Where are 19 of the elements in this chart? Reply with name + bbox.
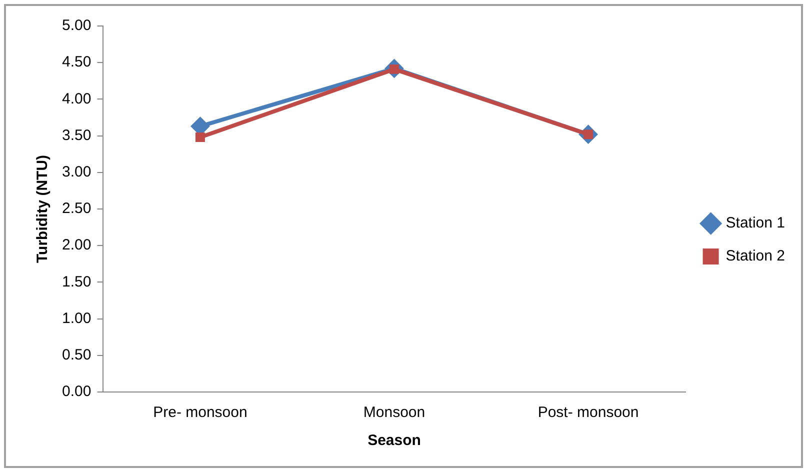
x-axis-title: Season [368, 432, 421, 450]
x-tick-label: Monsoon [363, 404, 426, 422]
y-tick-label: 1.50 [62, 273, 92, 290]
point [195, 132, 205, 142]
y-tick-label: 4.00 [62, 90, 92, 108]
y-axis-title: Turbidity (NTU) [34, 154, 52, 264]
y-tick-label: 0.00 [62, 383, 92, 400]
y-tick-label: 3.00 [62, 164, 92, 181]
y-tick-label: 3.50 [62, 126, 92, 144]
y-tick-label: 5.00 [62, 17, 92, 34]
legend-label: Station 1 [726, 214, 786, 232]
y-tick-label: 2.00 [62, 236, 92, 254]
legend-label: Station 2 [726, 248, 786, 265]
y-tick-label: 2.50 [62, 200, 92, 218]
y-tick-label: 4.50 [62, 54, 92, 71]
x-tick-label: Pre- monsoon [153, 404, 248, 422]
x-tick-label: Post- monsoon [538, 404, 639, 422]
y-tick-label: 1.00 [62, 310, 92, 327]
y-tick-label: 0.50 [62, 346, 92, 364]
